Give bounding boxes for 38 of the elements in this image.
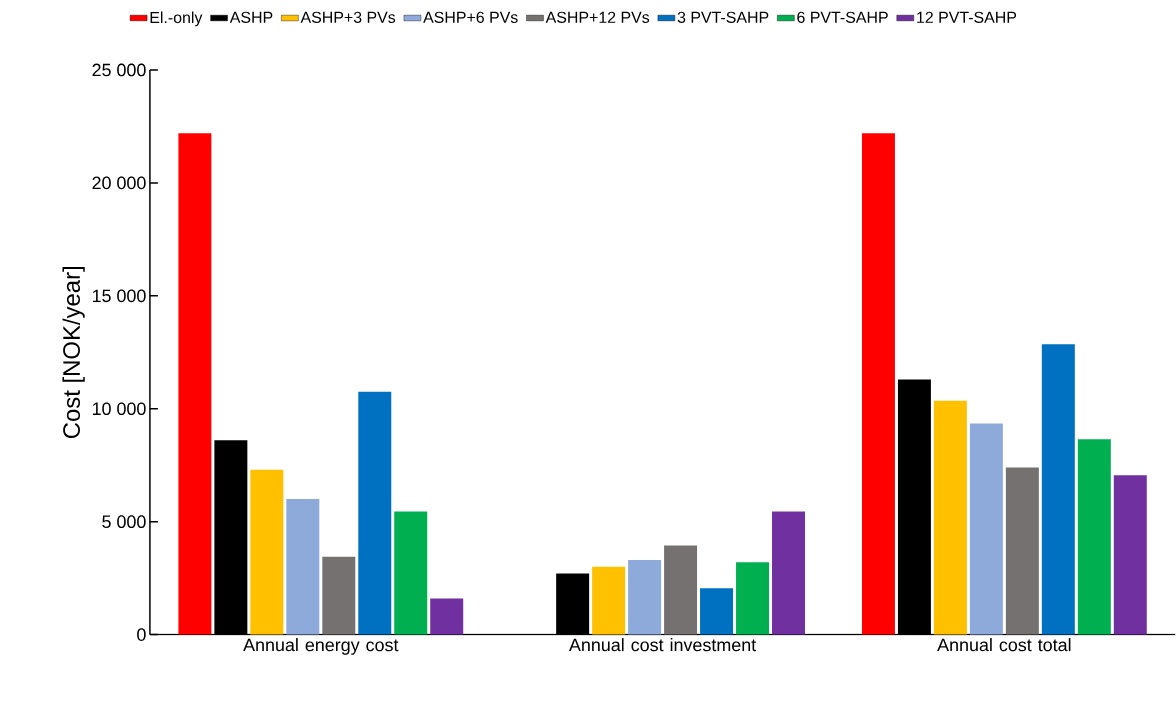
bar (700, 588, 734, 635)
x-tick-label: Annual cost total (937, 638, 1071, 652)
bar (628, 560, 662, 635)
bar (250, 469, 284, 635)
legend-label: ASHP+12 PVs (545, 11, 650, 24)
legend-label: 12 PVT-SAHP (917, 11, 1017, 24)
x-tick-label: Annual energy cost (243, 638, 399, 656)
bar (358, 392, 392, 635)
bar (430, 598, 464, 635)
bar (1041, 344, 1075, 635)
y-tick-label: 0 (137, 628, 146, 642)
legend-label: 3 PVT-SAHP (677, 11, 769, 24)
bar (1113, 475, 1147, 635)
legend-label: ASHP (229, 11, 273, 24)
y-tick-label: 10 000 (92, 402, 146, 416)
x-tick-label: Annual cost investment (568, 638, 757, 652)
y-tick-label: 20 000 (92, 176, 146, 190)
y-tick-label: 15 000 (92, 289, 146, 303)
y-axis-title: Cost [NOK/year] (62, 267, 85, 439)
bar (286, 499, 320, 635)
bar (394, 511, 428, 635)
bar (1077, 439, 1111, 635)
bar (1005, 467, 1039, 635)
bar (592, 567, 626, 635)
bar (736, 562, 770, 635)
bar (861, 133, 895, 635)
bar (178, 133, 212, 635)
bar (772, 511, 805, 635)
legend-label: El.-only (150, 11, 203, 27)
bar (664, 545, 698, 635)
bar (322, 556, 356, 635)
y-tick-label: 5 000 (102, 515, 146, 529)
legend-label: 6 PVT-SAHP (797, 11, 888, 24)
bar (969, 423, 1003, 635)
y-tick-label: 25 000 (92, 63, 146, 77)
bar (933, 401, 967, 635)
legend-label: ASHP+3 PVs (300, 11, 396, 24)
legend-label: ASHP+6 PVs (423, 11, 518, 24)
